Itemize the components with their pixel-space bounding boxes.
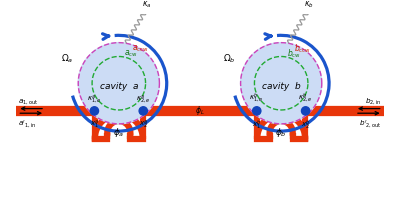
- Text: $b_{\mathrm{ccw}}$: $b_{\mathrm{ccw}}$: [294, 42, 311, 54]
- Text: $a'_{1,\mathrm{in}}$: $a'_{1,\mathrm{in}}$: [18, 117, 37, 128]
- Circle shape: [78, 43, 160, 124]
- Circle shape: [240, 43, 322, 124]
- Text: $\kappa_{2,e}^b$: $\kappa_{2,e}^b$: [298, 92, 313, 104]
- Text: $b'_{2,\mathrm{out}}$: $b'_{2,\mathrm{out}}$: [359, 117, 382, 128]
- Text: $\kappa_{2,e}^a$: $\kappa_{2,e}^a$: [136, 93, 150, 104]
- Text: $x_1^a$: $x_1^a$: [90, 118, 99, 130]
- Text: $a_{1,\mathrm{out}}$: $a_{1,\mathrm{out}}$: [18, 97, 39, 105]
- Circle shape: [90, 107, 98, 116]
- Text: $\kappa_a$: $\kappa_a$: [142, 0, 151, 10]
- Circle shape: [139, 107, 148, 116]
- Text: $\Omega_b$: $\Omega_b$: [223, 53, 236, 65]
- Text: $b_{\mathrm{cw}}$: $b_{\mathrm{cw}}$: [287, 47, 301, 60]
- Text: $x_1^b$: $x_1^b$: [252, 118, 262, 132]
- Text: $x_2^a$: $x_2^a$: [139, 118, 148, 130]
- Text: $\kappa_{1,e}^a$: $\kappa_{1,e}^a$: [87, 93, 102, 104]
- Text: $\kappa_{1,e}^b$: $\kappa_{1,e}^b$: [250, 92, 264, 104]
- Text: cavity  b: cavity b: [262, 81, 300, 90]
- Text: $\Omega_a$: $\Omega_a$: [61, 53, 73, 65]
- Circle shape: [252, 107, 261, 116]
- Text: $a_{\mathrm{cw}}$: $a_{\mathrm{cw}}$: [124, 48, 138, 59]
- Text: $\phi_a$: $\phi_a$: [113, 125, 124, 138]
- Text: cavity  a: cavity a: [100, 81, 138, 90]
- Text: $x_2^b$: $x_2^b$: [301, 118, 310, 132]
- Text: $\kappa_b$: $\kappa_b$: [304, 0, 314, 10]
- Circle shape: [302, 107, 310, 116]
- Text: $a_{\mathrm{ccw}}$: $a_{\mathrm{ccw}}$: [132, 43, 148, 53]
- Text: $b_{2,\mathrm{in}}$: $b_{2,\mathrm{in}}$: [365, 96, 382, 105]
- Text: $\phi_b$: $\phi_b$: [275, 125, 287, 138]
- Text: $\phi_L$: $\phi_L$: [195, 104, 205, 117]
